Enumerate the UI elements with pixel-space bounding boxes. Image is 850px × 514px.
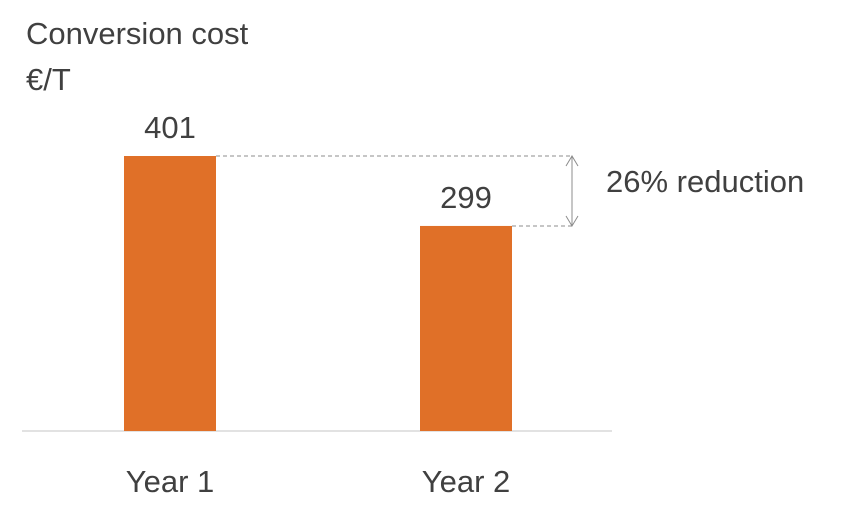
data-label-year-2: 299: [440, 180, 492, 215]
reduction-annotation: 26% reduction: [606, 164, 804, 199]
bar-year-1: [124, 156, 216, 431]
category-label-year-1: Year 1: [126, 464, 215, 499]
category-label-year-2: Year 2: [422, 464, 511, 499]
bar-year-2: [420, 225, 512, 431]
chart-title: Conversion cost: [26, 16, 249, 51]
chart-unit-label: €/T: [26, 62, 71, 97]
double-arrow-icon: [565, 155, 579, 227]
data-label-year-1: 401: [144, 110, 196, 145]
